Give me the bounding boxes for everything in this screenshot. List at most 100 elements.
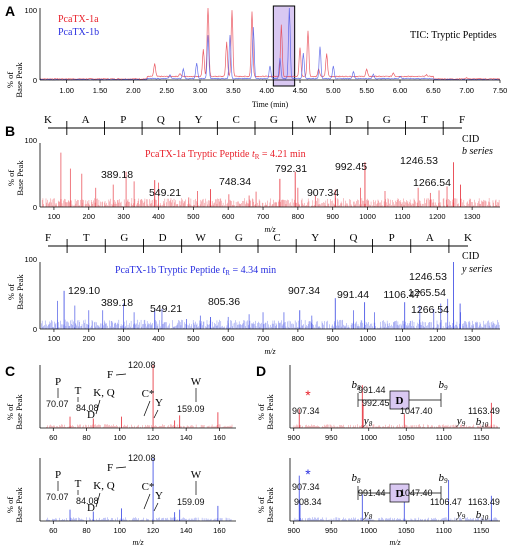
- b2-spectrum: [41, 262, 500, 329]
- c1-peak-70: 70.07: [46, 399, 69, 409]
- legend-pcatx-1b: PcaTX-1b: [58, 27, 99, 38]
- b2-xlabel: m/z: [264, 347, 276, 356]
- d2-ion-y9: y9: [456, 508, 466, 521]
- c1-aa-d: D: [87, 409, 95, 421]
- c1-peak-120: 120.08: [128, 360, 156, 370]
- xtick-label: 1300: [464, 212, 481, 221]
- sequence-residue: D: [345, 114, 353, 126]
- c1-aa-kq: K, Q: [93, 387, 114, 399]
- xtick-label: 160: [213, 526, 226, 535]
- xtick-label: 1000: [359, 334, 376, 343]
- xtick-label: 60: [49, 433, 57, 442]
- svg-text:% ofBase Peak: % ofBase Peak: [256, 394, 275, 430]
- a-xtick-label: 5.00: [326, 86, 341, 95]
- tic-traces: [39, 7, 501, 81]
- peak-label: 907.34: [288, 285, 320, 297]
- d2-ion-b8: b8: [352, 472, 362, 485]
- d2-peak-991: 991.44: [358, 488, 386, 498]
- sequence-residue: K: [464, 232, 472, 244]
- b1-spectrum: [41, 152, 500, 207]
- legend-pcatx-1a: PcaTX-1a: [58, 14, 99, 25]
- c2-peak-120: 120.08: [128, 453, 156, 463]
- sequence-residue: T: [421, 114, 428, 126]
- c1-aa-f: F: [107, 369, 113, 381]
- c2-peak-159: 159.09: [177, 497, 205, 507]
- a-xtick-label: 6.50: [426, 86, 441, 95]
- d2-peak-1047: 1047.40: [400, 488, 433, 498]
- xtick-label: 600: [222, 212, 235, 221]
- xtick-label: 700: [257, 212, 270, 221]
- d1-ion-y9: y9: [456, 415, 466, 428]
- c1-peak-84: 84.08: [76, 403, 99, 413]
- xtick-label: 100: [48, 212, 61, 221]
- xtick-label: 200: [83, 334, 96, 343]
- xtick-label: 1100: [436, 433, 452, 442]
- b2-title: PcaTX-1b Tryptic Peptide tR = 4.34 min: [115, 265, 276, 277]
- d1-peak-991: 991.44: [358, 385, 386, 395]
- d2-peak-908: 908.34: [294, 497, 322, 507]
- svg-text:% ofBase Peak: % ofBase Peak: [256, 487, 275, 523]
- d1-peak-1163: 1163.49: [468, 406, 500, 416]
- c1-annotations: P 70.07 T 84.08 D K, Q F 120.08 C* Y W 1…: [46, 360, 205, 421]
- xtick-label: 1200: [429, 212, 446, 221]
- xtick-label: 100: [48, 334, 61, 343]
- sequence-residue: P: [120, 114, 126, 126]
- xtick-label: 80: [82, 526, 90, 535]
- xtick-label: 1000: [359, 212, 376, 221]
- c2-annotations: P 70.07 T 84.08 D K, Q F 120.08 C* Y W 1…: [46, 453, 205, 514]
- peak-label: 389.18: [101, 169, 133, 181]
- c2-aa-w: W: [191, 469, 202, 481]
- xtick-label: 500: [187, 212, 200, 221]
- panel-d1-ylabel: % ofBase Peak: [256, 394, 275, 430]
- c-xlabel: m/z: [132, 538, 144, 547]
- ylabel-line1: % of: [5, 72, 15, 88]
- c1-aa-y: Y: [155, 397, 163, 409]
- d1-peak-907: 907.34: [292, 406, 320, 416]
- peak-label: 129.10: [68, 285, 100, 297]
- xtick-label: 1300: [464, 334, 481, 343]
- a-xtick-label: 2.00: [126, 86, 141, 95]
- sequence-residue: Y: [195, 114, 203, 126]
- sequence-residue: G: [235, 232, 243, 244]
- xtick-label: 100: [113, 433, 126, 442]
- xtick-label: 160: [213, 433, 226, 442]
- xtick-label: 1000: [360, 526, 377, 535]
- xtick-label: 400: [152, 334, 165, 343]
- b1-ytick-100: 100: [24, 136, 37, 145]
- b1-title: PcaTX-1a Tryptic Peptide tR = 4.21 min: [145, 149, 306, 161]
- svg-text:% ofBase Peak: % ofBase Peak: [6, 274, 25, 310]
- d2-annotations: b8 b9 D b10 y8 y9 * 907.34 908.34 991.44…: [292, 466, 500, 522]
- b1-xticks: 100 200 300 400 500 600 700 800 900 1000 1100 1200 1…: [48, 207, 481, 221]
- sequence-residue: G: [120, 232, 128, 244]
- xtick-label: 1100: [394, 212, 410, 221]
- tic-annotation: TIC: Tryptic Peptides: [410, 30, 497, 41]
- ylabel-line2: Base Peak: [14, 62, 24, 98]
- xtick-label: 900: [326, 212, 339, 221]
- xtick-label: 900: [287, 526, 300, 535]
- c1-aa-c: C*: [142, 388, 155, 400]
- panel-a-ylabel: % ofBase Peak: [5, 62, 24, 98]
- c2-aa-t: T: [75, 478, 82, 490]
- xtick-label: 1050: [398, 526, 415, 535]
- xtick-label: 120: [147, 526, 160, 535]
- peak-label: 1246.53: [409, 271, 447, 283]
- c1-peak-159: 159.09: [177, 404, 205, 414]
- panel-label-d: D: [256, 363, 266, 379]
- peak-label: 805.36: [208, 296, 240, 308]
- b2-cid-label: CID: [462, 251, 479, 262]
- a-xtick-label: 6.00: [393, 86, 408, 95]
- xtick-label: 300: [117, 212, 130, 221]
- a-xtick-label: 3.50: [226, 86, 241, 95]
- xtick-label: 300: [117, 334, 130, 343]
- d1-xticks: 900 950 1000 1050 1100 1150: [287, 428, 489, 442]
- xtick-label: 1000: [360, 433, 377, 442]
- xtick-label: 120: [147, 433, 160, 442]
- peak-label: 549.21: [149, 187, 181, 199]
- c2-aa-f: F: [107, 462, 113, 474]
- a-xtick-label: 7.00: [459, 86, 474, 95]
- d2-ion-b10: b10: [476, 509, 489, 522]
- d2-fragment-box: [389, 483, 410, 503]
